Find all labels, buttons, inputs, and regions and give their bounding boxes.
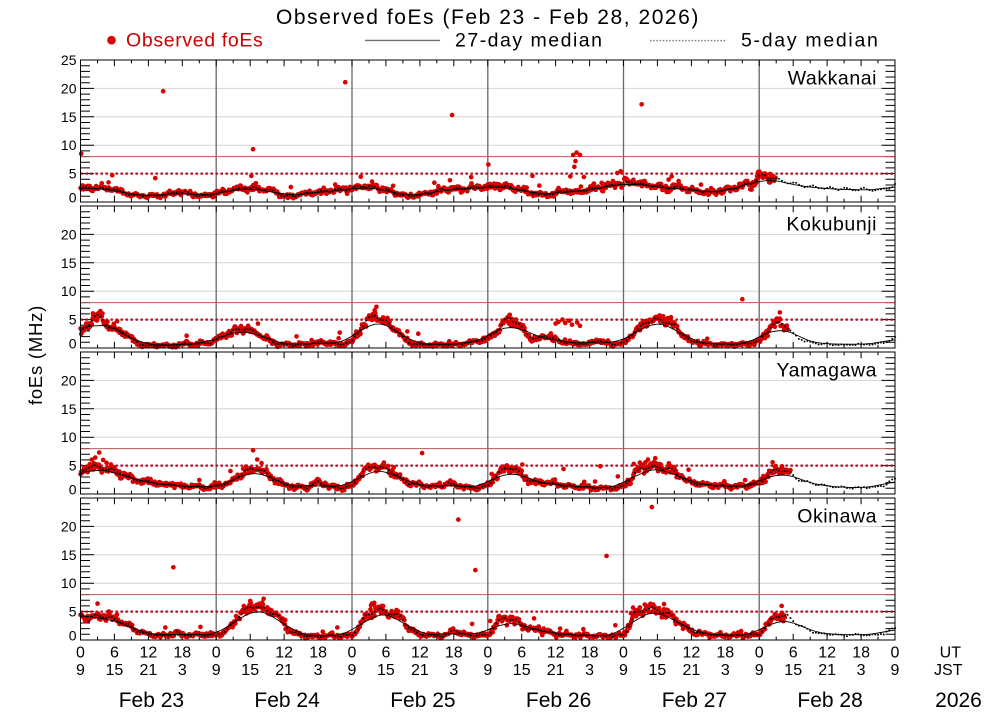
- svg-text:9: 9: [891, 662, 900, 679]
- svg-text:2026: 2026: [935, 689, 982, 712]
- svg-text:6: 6: [517, 645, 526, 662]
- svg-text:6: 6: [110, 645, 119, 662]
- svg-text:12: 12: [683, 645, 701, 662]
- svg-text:5-day median: 5-day median: [741, 30, 880, 52]
- svg-text:20: 20: [61, 372, 77, 388]
- svg-text:18: 18: [445, 645, 463, 662]
- svg-text:21: 21: [275, 662, 293, 679]
- svg-text:20: 20: [61, 226, 77, 242]
- svg-text:15: 15: [784, 662, 802, 679]
- svg-text:6: 6: [381, 645, 390, 662]
- svg-text:0: 0: [619, 645, 628, 662]
- svg-text:20: 20: [61, 518, 77, 534]
- svg-text:15: 15: [61, 255, 77, 271]
- svg-text:18: 18: [581, 645, 599, 662]
- svg-text:Wakkanai: Wakkanai: [788, 68, 877, 90]
- svg-text:15: 15: [649, 662, 667, 679]
- svg-text:3: 3: [857, 662, 866, 679]
- svg-text:6: 6: [789, 645, 798, 662]
- svg-text:12: 12: [411, 645, 429, 662]
- svg-text:21: 21: [818, 662, 836, 679]
- svg-text:5: 5: [69, 604, 77, 620]
- svg-text:0: 0: [76, 645, 85, 662]
- svg-text:0: 0: [483, 645, 492, 662]
- svg-text:UT: UT: [940, 645, 962, 662]
- svg-text:15: 15: [61, 547, 77, 563]
- svg-text:25: 25: [61, 52, 77, 68]
- svg-text:JST: JST: [934, 662, 963, 679]
- svg-text:6: 6: [246, 645, 255, 662]
- svg-text:15: 15: [106, 662, 124, 679]
- svg-text:9: 9: [348, 662, 357, 679]
- svg-text:12: 12: [140, 645, 158, 662]
- svg-text:12: 12: [275, 645, 293, 662]
- svg-text:Feb 28: Feb 28: [797, 689, 862, 712]
- svg-text:Feb 27: Feb 27: [662, 689, 727, 712]
- svg-text:9: 9: [212, 662, 221, 679]
- svg-text:Kokubunji: Kokubunji: [786, 214, 877, 236]
- svg-text:3: 3: [449, 662, 458, 679]
- svg-text:Feb 25: Feb 25: [390, 689, 455, 712]
- svg-text:15: 15: [513, 662, 531, 679]
- svg-text:0: 0: [69, 190, 77, 206]
- svg-text:3: 3: [721, 662, 730, 679]
- svg-text:foEs (MHz): foEs (MHz): [25, 305, 46, 405]
- svg-text:15: 15: [377, 662, 395, 679]
- svg-text:18: 18: [852, 645, 870, 662]
- svg-text:5: 5: [69, 458, 77, 474]
- svg-text:9: 9: [755, 662, 764, 679]
- svg-text:Feb 26: Feb 26: [526, 689, 591, 712]
- svg-text:12: 12: [818, 645, 836, 662]
- svg-text:0: 0: [891, 645, 900, 662]
- svg-text:18: 18: [716, 645, 734, 662]
- svg-text:21: 21: [411, 662, 429, 679]
- svg-text:21: 21: [547, 662, 565, 679]
- svg-text:Observed foEs: Observed foEs: [126, 30, 263, 52]
- svg-text:0: 0: [755, 645, 764, 662]
- svg-text:Okinawa: Okinawa: [797, 506, 877, 528]
- svg-text:3: 3: [178, 662, 187, 679]
- svg-text:18: 18: [173, 645, 191, 662]
- svg-text:10: 10: [61, 283, 77, 299]
- svg-text:Feb 23: Feb 23: [119, 689, 184, 712]
- svg-text:0: 0: [69, 628, 77, 644]
- svg-text:18: 18: [309, 645, 327, 662]
- svg-text:Observed foEs (Feb 23 - Feb 28: Observed foEs (Feb 23 - Feb 28, 2026): [276, 6, 700, 29]
- svg-text:0: 0: [212, 645, 221, 662]
- svg-text:15: 15: [241, 662, 259, 679]
- svg-text:15: 15: [61, 401, 77, 417]
- svg-text:10: 10: [61, 429, 77, 445]
- svg-text:3: 3: [314, 662, 323, 679]
- svg-text:27-day median: 27-day median: [455, 30, 604, 52]
- svg-text:5: 5: [69, 166, 77, 182]
- svg-text:0: 0: [348, 645, 357, 662]
- svg-text:21: 21: [683, 662, 701, 679]
- svg-text:9: 9: [76, 662, 85, 679]
- svg-text:6: 6: [653, 645, 662, 662]
- svg-text:Yamagawa: Yamagawa: [776, 360, 877, 382]
- svg-text:9: 9: [619, 662, 628, 679]
- svg-text:20: 20: [61, 80, 77, 96]
- svg-text:9: 9: [483, 662, 492, 679]
- svg-text:21: 21: [140, 662, 158, 679]
- svg-text:10: 10: [61, 137, 77, 153]
- svg-text:0: 0: [69, 336, 77, 352]
- svg-text:0: 0: [69, 482, 77, 498]
- svg-text:5: 5: [69, 312, 77, 328]
- svg-text:12: 12: [547, 645, 565, 662]
- svg-text:10: 10: [61, 575, 77, 591]
- svg-text:Feb 24: Feb 24: [254, 689, 320, 712]
- svg-text:3: 3: [585, 662, 594, 679]
- svg-text:15: 15: [61, 109, 77, 125]
